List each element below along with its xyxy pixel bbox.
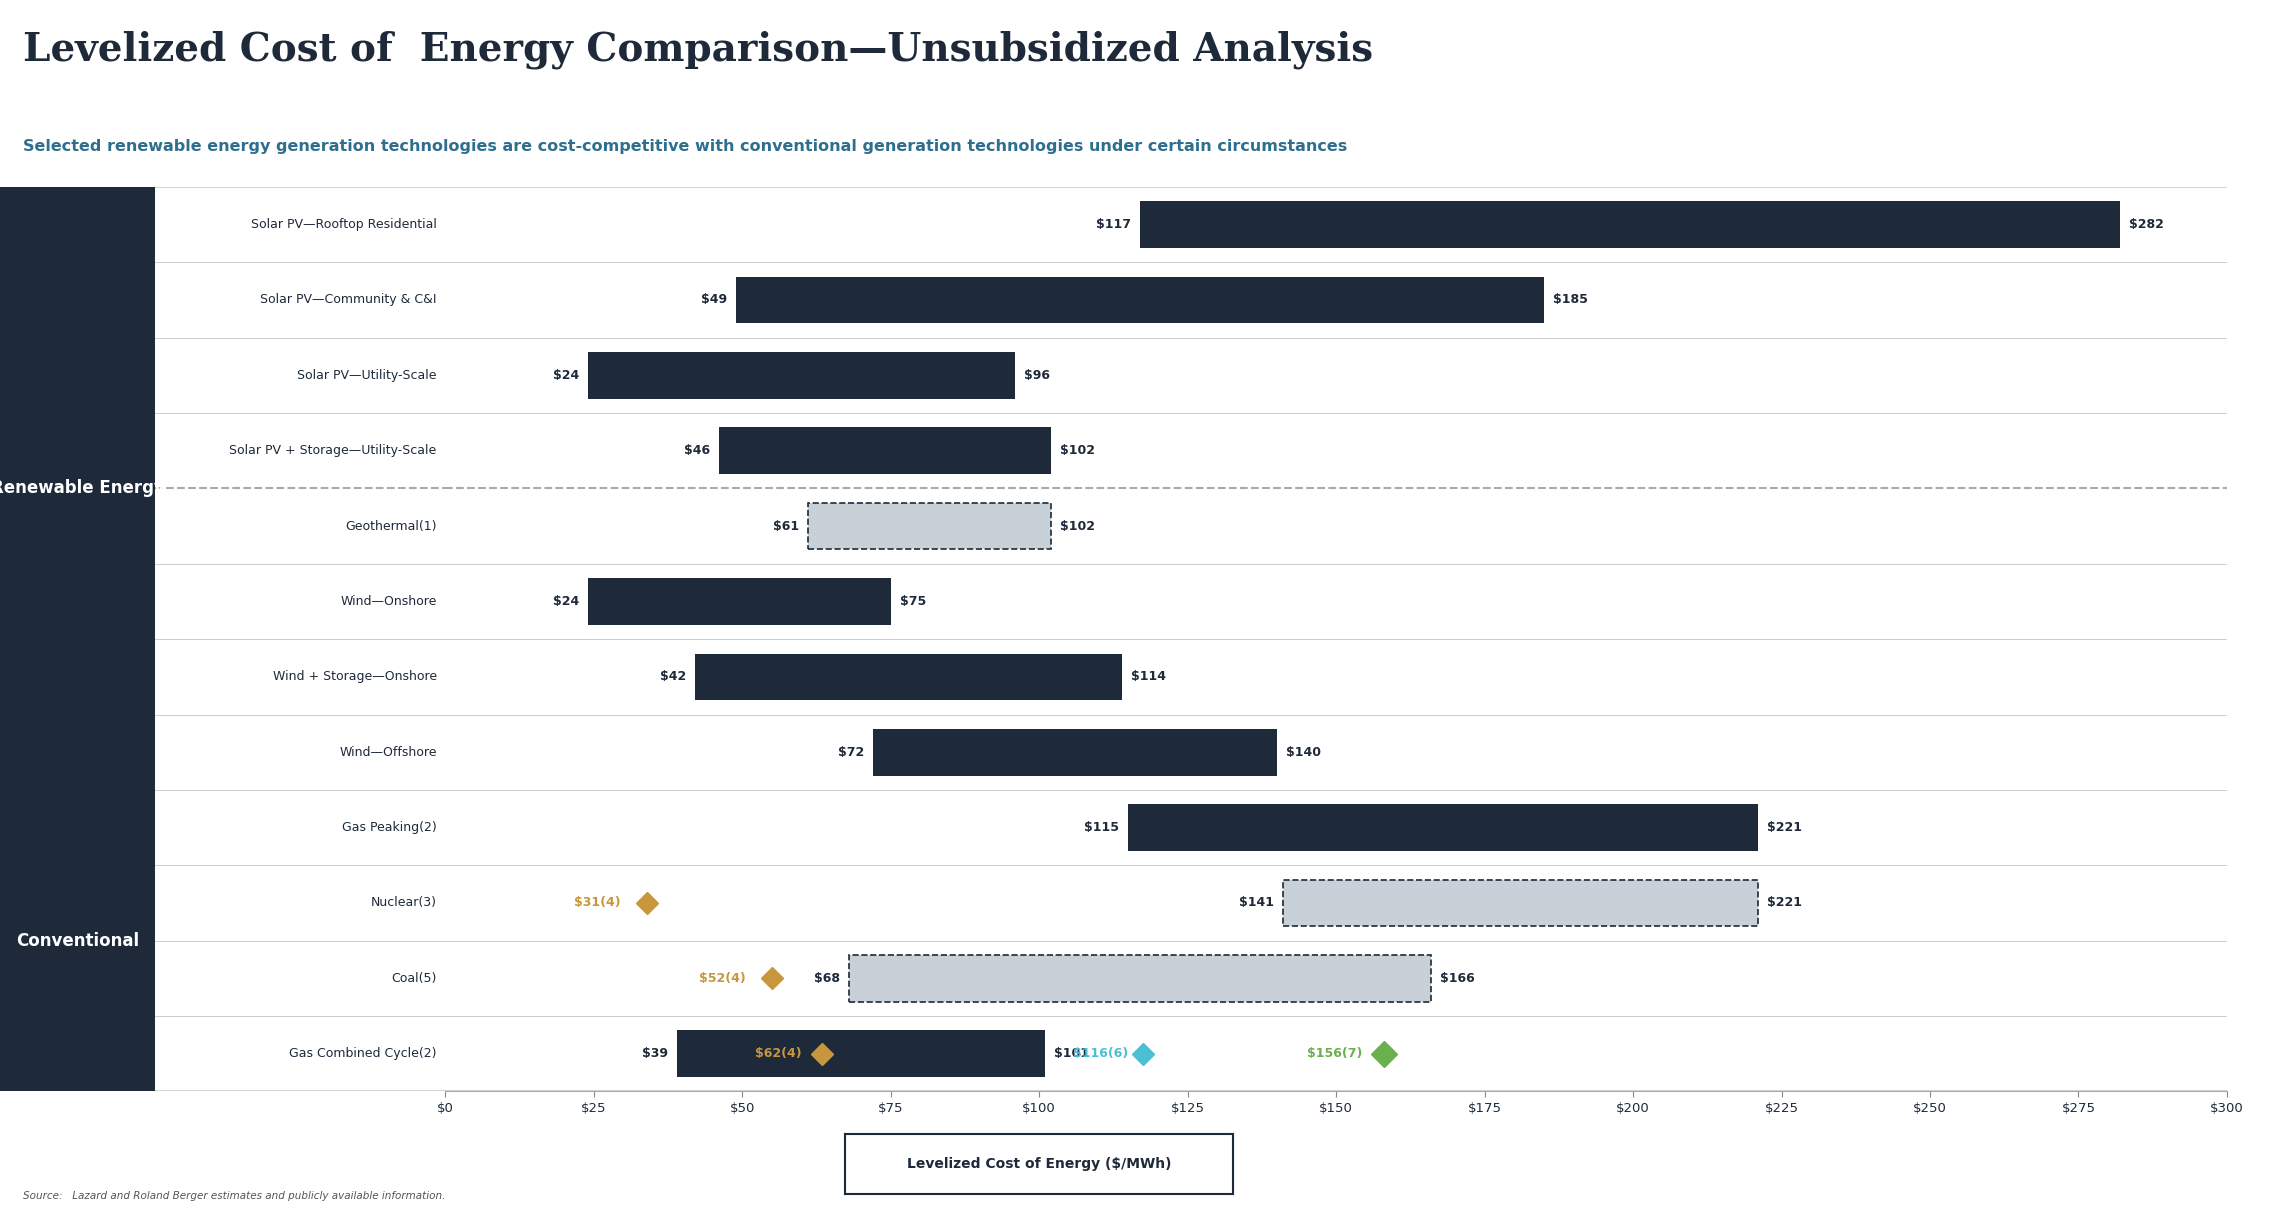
Text: $101: $101 [1055,1047,1089,1060]
Text: $39: $39 [642,1047,669,1060]
Text: $24: $24 [553,369,580,382]
Text: Solar PV—Community & C&I: Solar PV—Community & C&I [260,293,436,306]
Text: Levelized Cost of Energy ($/MWh): Levelized Cost of Energy ($/MWh) [907,1157,1172,1171]
Bar [850,955,1432,1002]
Text: Nuclear(3): Nuclear(3) [370,896,436,909]
Text: $62(4): $62(4) [756,1047,802,1060]
Bar [1284,879,1759,926]
Text: $166: $166 [1441,972,1475,985]
Text: $24: $24 [553,595,580,608]
Text: $42: $42 [660,671,685,684]
Text: $49: $49 [701,293,726,306]
Bar [872,728,1277,775]
Text: $282: $282 [2129,218,2163,232]
Text: $156(7): $156(7) [1306,1047,1364,1060]
Text: Solar PV—Rooftop Residential: Solar PV—Rooftop Residential [251,218,436,232]
Text: Source:   Lazard and Roland Berger estimates and publicly available information.: Source: Lazard and Roland Berger estimat… [23,1192,445,1201]
Text: $117: $117 [1096,218,1131,232]
Text: Renewable Energy: Renewable Energy [0,480,164,497]
Text: Levelized Cost of  Energy Comparison—Unsubsidized Analysis: Levelized Cost of Energy Comparison—Unsu… [23,30,1373,69]
Text: Wind—Onshore: Wind—Onshore [340,595,436,608]
Text: $141: $141 [1238,896,1274,909]
Text: Conventional: Conventional [16,932,139,949]
Text: $114: $114 [1131,671,1167,684]
Text: Gas Combined Cycle(2): Gas Combined Cycle(2) [290,1047,436,1060]
Text: Solar PV + Storage—Utility-Scale: Solar PV + Storage—Utility-Scale [228,444,436,457]
Text: $102: $102 [1060,520,1094,533]
Text: $140: $140 [1286,745,1320,759]
Text: Coal(5): Coal(5) [391,972,436,985]
Text: $31(4): $31(4) [573,896,621,909]
Bar [694,654,1121,701]
Text: $46: $46 [683,444,710,457]
Bar [735,276,1544,323]
Text: Wind + Storage—Onshore: Wind + Storage—Onshore [272,671,436,684]
Bar [1140,201,2120,248]
Bar [587,578,891,625]
Text: Selected renewable energy generation technologies are cost-competitive with conv: Selected renewable energy generation tec… [23,139,1348,153]
Text: Solar PV—Utility-Scale: Solar PV—Utility-Scale [297,369,436,382]
Text: $96: $96 [1023,369,1051,382]
Text: $221: $221 [1768,896,1802,909]
Bar [1128,804,1759,851]
Text: $52(4): $52(4) [699,972,745,985]
Bar [719,427,1051,474]
Text: $61: $61 [772,520,799,533]
Text: Wind—Offshore: Wind—Offshore [340,745,436,759]
Text: $75: $75 [900,595,925,608]
Text: $102: $102 [1060,444,1094,457]
Text: $221: $221 [1768,821,1802,835]
Text: $72: $72 [838,745,863,759]
Bar [676,1030,1046,1077]
Bar [587,352,1016,399]
Text: $185: $185 [1553,293,1587,306]
Text: Gas Peaking(2): Gas Peaking(2) [343,821,436,835]
Text: $115: $115 [1085,821,1119,835]
Bar [809,503,1051,550]
Text: $116(6): $116(6) [1073,1047,1128,1060]
Text: Geothermal(1): Geothermal(1) [345,520,436,533]
Text: $68: $68 [815,972,841,985]
